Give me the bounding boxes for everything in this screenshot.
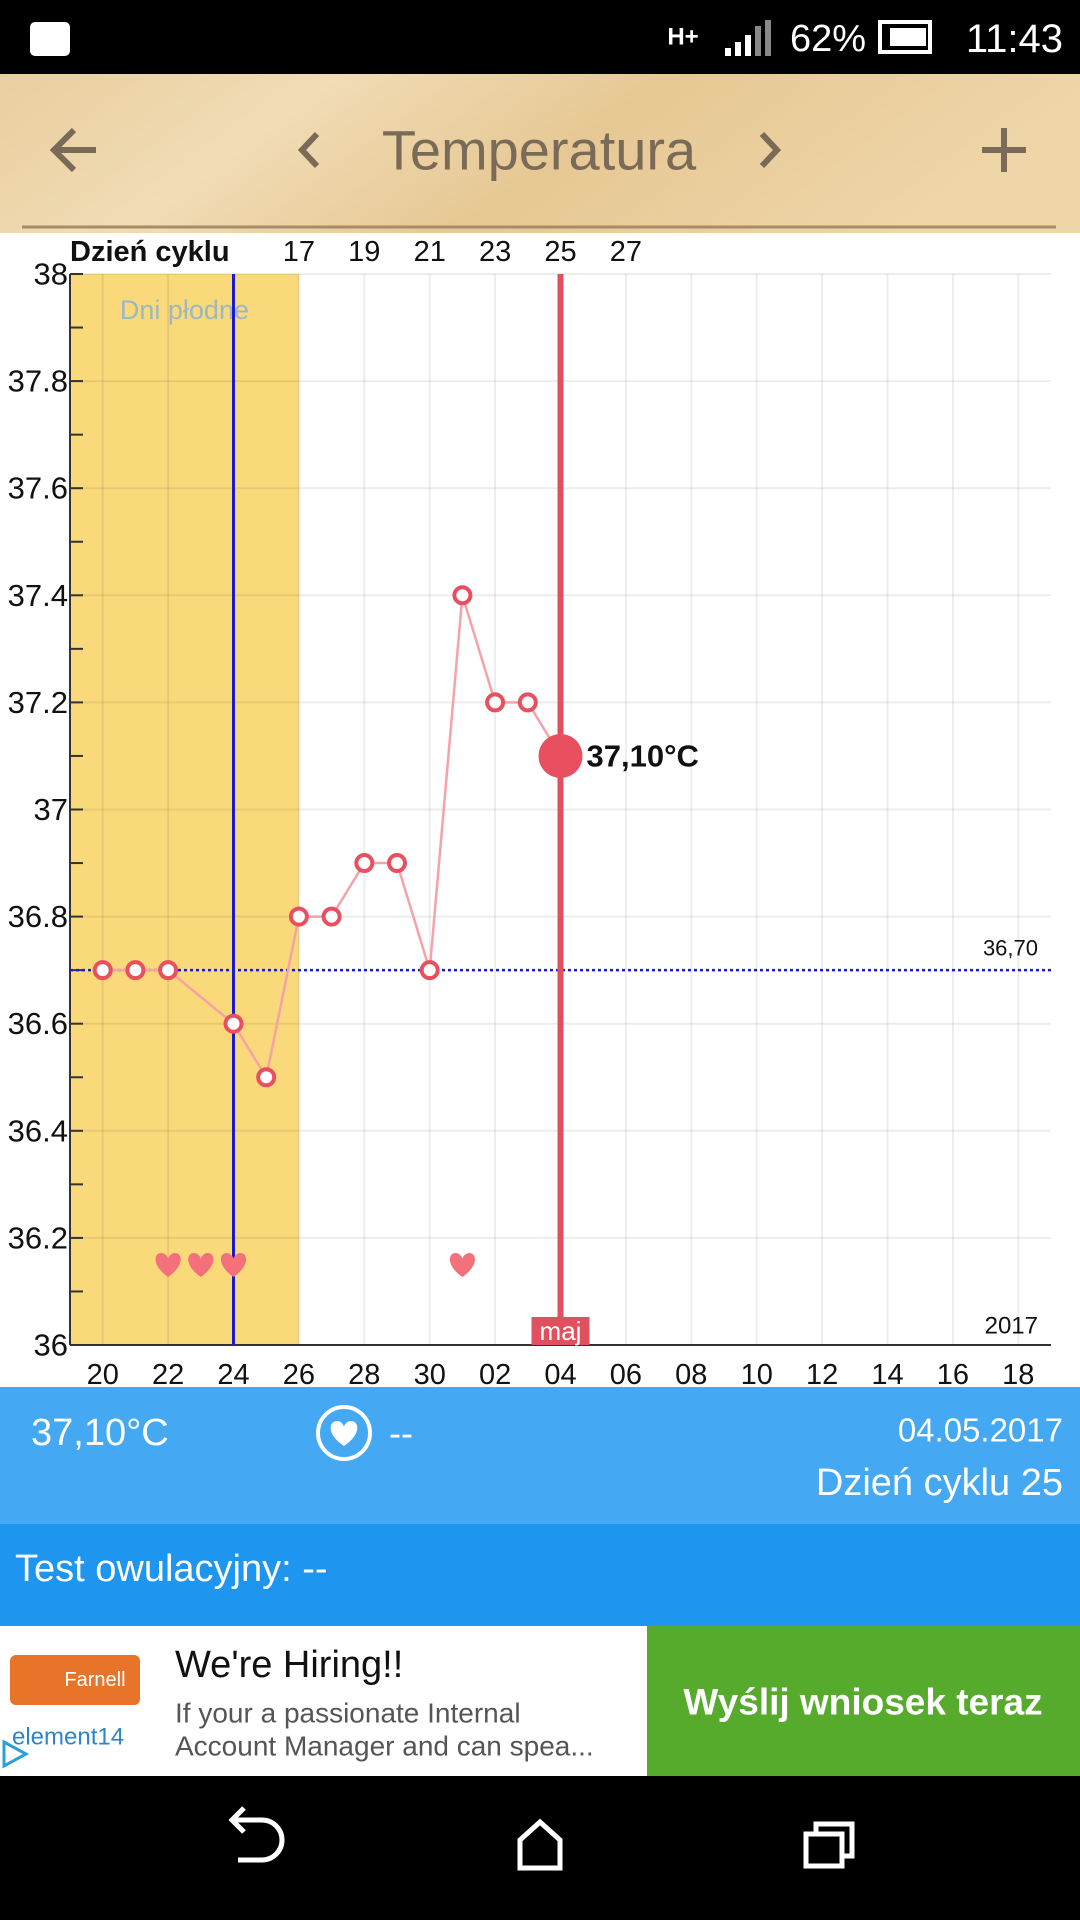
ovulation-test-bar[interactable]: [0, 1524, 1080, 1626]
point: [288, 906, 309, 927]
y-tick-label: 38: [34, 257, 68, 292]
point: [125, 960, 146, 981]
x-tick-label: 18: [1002, 1359, 1034, 1391]
y-tick-label: 37: [34, 792, 68, 827]
ad-text-1: If your a passionate Internal: [175, 1698, 521, 1729]
info-date: 04.05.2017: [898, 1412, 1063, 1449]
header-title: Temperatura: [382, 119, 697, 182]
x2-tick-label: 23: [479, 236, 511, 268]
x-tick-label: 12: [806, 1359, 838, 1391]
y-tick-label: 37.4: [8, 578, 68, 613]
x2-tick-label: 21: [414, 236, 446, 268]
series-line: [102, 594, 562, 1081]
year-label: 2017: [985, 1313, 1038, 1340]
ovulation-test: Test owulacyjny: --: [15, 1548, 328, 1590]
heart: [155, 1253, 181, 1277]
x-tick-label: 16: [937, 1359, 969, 1391]
value-label: 37,10°C: [587, 738, 699, 773]
x-tick-label: 28: [348, 1359, 380, 1391]
info-temperature: 37,10°C: [31, 1412, 169, 1454]
y-tick-label: 37.2: [8, 685, 68, 720]
x-tick-label: 04: [544, 1359, 576, 1391]
month-label-bg: [531, 1317, 590, 1345]
battery-icon: [878, 20, 932, 54]
x-tick-label: 30: [414, 1359, 446, 1391]
chart: Dni płodne 36 36.2 36.4 36.6 36.8 37 37.2 37.4 37…: [8, 236, 1051, 1391]
app-icon: [30, 22, 70, 56]
x-tick-label: 02: [479, 1359, 511, 1391]
point: [321, 906, 342, 927]
ad-title: We're Hiring!!: [175, 1644, 403, 1686]
point: [92, 960, 113, 981]
x2-tick-label: 19: [348, 236, 380, 268]
point: [419, 960, 440, 981]
y-tick-label: 36.8: [8, 899, 68, 934]
prev-button[interactable]: [297, 131, 320, 169]
month-label: maj: [540, 1316, 582, 1346]
point: [354, 853, 375, 874]
nav-home[interactable]: [517, 1818, 563, 1871]
intercourse-icon[interactable]: [316, 1405, 372, 1461]
ad-text-2: Account Manager and can spea...: [175, 1731, 594, 1762]
x2-tick-label: 25: [544, 236, 576, 268]
x-tick-label: 10: [741, 1359, 773, 1391]
intercourse-heart: [330, 1421, 358, 1446]
ad-choices-icon[interactable]: [2, 1739, 30, 1769]
x-tick-label: 24: [217, 1359, 249, 1391]
nav-back[interactable]: [228, 1806, 285, 1863]
selected-point: [538, 733, 583, 778]
x-tick-label: 06: [610, 1359, 642, 1391]
x2-tick-label: 27: [610, 236, 642, 268]
fertile-label: Dni płodne: [120, 295, 249, 325]
ad-button-label: Wyślij wniosek teraz: [683, 1682, 1042, 1723]
heart: [220, 1253, 247, 1277]
add-button[interactable]: [982, 128, 1026, 172]
fertile-band: [70, 274, 299, 1345]
next-button[interactable]: [759, 131, 782, 169]
battery-level: [890, 28, 926, 46]
y-tick-label: 36.4: [8, 1113, 68, 1148]
point: [256, 1067, 277, 1088]
point: [223, 1013, 244, 1034]
ad-brand: Farnell: [64, 1669, 125, 1691]
network: H+: [667, 24, 698, 51]
battery-percent: 62%: [790, 18, 866, 60]
x-tick-label: 14: [871, 1359, 903, 1391]
y-tick-label: 36.2: [8, 1220, 68, 1255]
ad-button[interactable]: [647, 1626, 1080, 1776]
clock: 11:43: [966, 17, 1063, 61]
info-cycle-day: Dzień cyklu 25: [816, 1462, 1063, 1504]
back-button[interactable]: [49, 127, 96, 173]
x-tick-label: 08: [675, 1359, 707, 1391]
nav-recents[interactable]: [803, 1821, 855, 1869]
ad-logo: [10, 1655, 140, 1705]
info-intercourse: --: [389, 1413, 413, 1454]
ad-brand2: element14: [12, 1724, 124, 1751]
cover-line-label: 36,70: [983, 936, 1038, 961]
point: [485, 692, 506, 713]
point: [517, 692, 538, 713]
info-panel: [0, 1387, 1080, 1524]
y-tick-label: 37.6: [8, 471, 68, 506]
y-tick-label: 37.8: [8, 364, 68, 399]
y-tick-label: 36: [34, 1328, 68, 1363]
x2-tick-label: 17: [283, 236, 315, 268]
heart: [449, 1253, 475, 1277]
signal-icon: [725, 20, 771, 56]
point: [158, 960, 179, 981]
y-tick-label: 36.6: [8, 1006, 68, 1041]
x-tick-label: 22: [152, 1359, 184, 1391]
x-tick-label: 26: [283, 1359, 315, 1391]
point: [387, 853, 407, 874]
heart: [188, 1253, 214, 1277]
header: [0, 74, 1080, 233]
top-axis-label: Dzień cyklu: [70, 236, 230, 268]
x-tick-label: 20: [87, 1359, 119, 1391]
nav-bar: [0, 1776, 1080, 1920]
point: [452, 585, 473, 606]
